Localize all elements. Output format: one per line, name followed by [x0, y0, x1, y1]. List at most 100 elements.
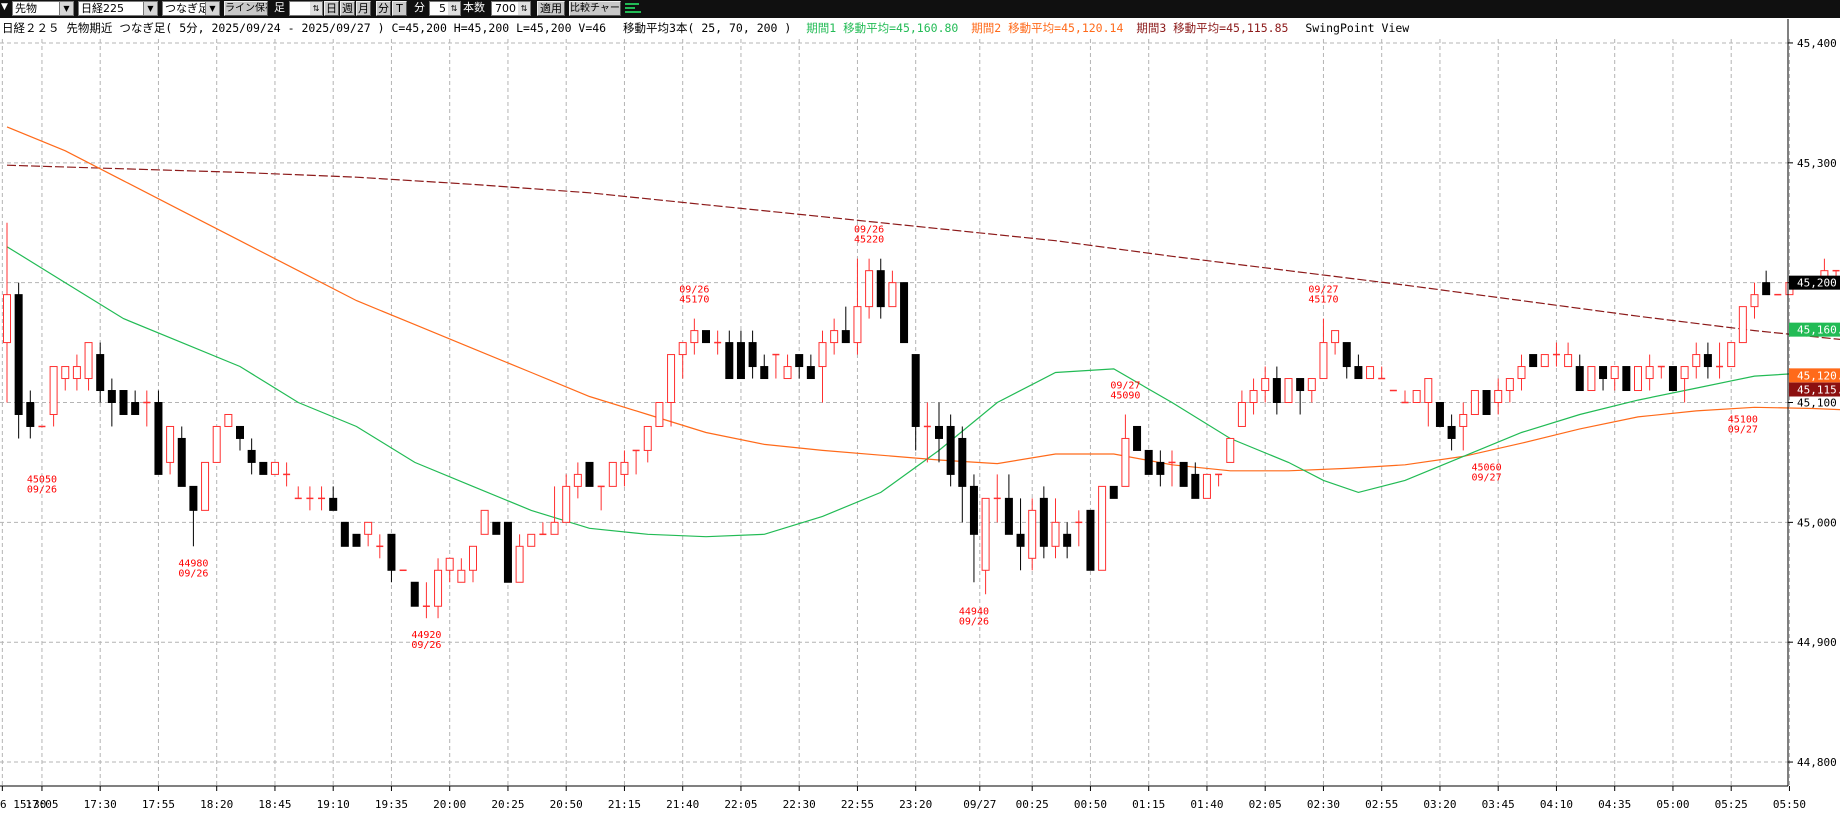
- candle-body-up: [84, 342, 93, 380]
- candle-body-up: [61, 366, 70, 380]
- candle-body-down: [189, 485, 198, 511]
- candle-body-down: [1482, 390, 1491, 415]
- series-select[interactable]: つなぎ足 ▼: [162, 1, 220, 16]
- candles-group: [3, 222, 1840, 619]
- candle-body-down: [1599, 366, 1608, 380]
- candle-body-up: [527, 533, 536, 547]
- candle-body-up: [1202, 473, 1211, 499]
- candle-body-down: [329, 497, 338, 511]
- candle-body-up: [1307, 378, 1316, 392]
- swing-label-line2: 45170: [679, 295, 709, 306]
- candle-body-up: [1098, 485, 1107, 571]
- swing-label-line1: 09/26: [679, 285, 709, 296]
- interval-button-tick[interactable]: T: [392, 1, 407, 16]
- candle-body-down: [702, 330, 710, 344]
- candle-body-down: [1668, 366, 1677, 392]
- minutes-value: 5: [439, 2, 446, 15]
- swing-label-line1: 44940: [959, 606, 989, 617]
- candle-body-up: [643, 425, 652, 451]
- candle-body-up: [166, 425, 175, 463]
- candle-body-up: [1459, 413, 1468, 427]
- info-ma2: 期間2 移動平均=45,120.14: [971, 21, 1123, 35]
- candle-body-down: [736, 342, 745, 380]
- candle-body-down: [410, 581, 419, 607]
- swing-label-line1: 09/27: [1110, 380, 1140, 391]
- ma2-line: [6, 126, 1840, 472]
- swing-label-line2: 09/26: [959, 616, 989, 627]
- candle-body-up: [562, 485, 571, 523]
- swing-label-line1: 09/26: [854, 225, 884, 236]
- stepper-arrows-icon[interactable]: ⇅: [518, 2, 530, 15]
- menu-arrow-icon[interactable]: ▼: [1, 2, 8, 12]
- market-select[interactable]: 先物 ▼: [12, 1, 74, 16]
- candle-body-up: [888, 282, 897, 308]
- swing-label-line1: 45050: [27, 474, 57, 485]
- interval-button-minute[interactable]: 分: [376, 1, 391, 16]
- compare-chart-button[interactable]: 比較チャート: [569, 1, 621, 16]
- y-tick-label: 45,100: [1797, 397, 1837, 410]
- info-view: SwingPoint View: [1305, 21, 1409, 35]
- candle-body-down: [14, 294, 23, 415]
- x-tick-label: 00:50: [1074, 798, 1107, 811]
- candle-body-up: [1564, 354, 1573, 368]
- apply-button[interactable]: 適用: [537, 1, 565, 16]
- candle-body-down: [1016, 533, 1025, 547]
- x-tick-label: 17:05: [25, 798, 58, 811]
- x-tick-label: 21:15: [608, 798, 641, 811]
- stepper-arrows-icon[interactable]: ⇅: [310, 2, 322, 15]
- candle-body-up: [224, 413, 233, 427]
- candle-body-up: [1319, 342, 1328, 380]
- candle-body-down: [1622, 366, 1631, 392]
- candle-body-down: [748, 342, 757, 368]
- x-tick-label: 22:30: [783, 798, 816, 811]
- y-tick-label: 45,400: [1797, 37, 1837, 50]
- candle-body-down: [1575, 366, 1584, 392]
- candle-body-up: [1610, 366, 1619, 380]
- chart-settings-icon[interactable]: [624, 1, 642, 16]
- line-save-button[interactable]: ライン保存: [224, 1, 268, 16]
- stepper-arrows-icon[interactable]: ⇅: [448, 2, 460, 15]
- swing-label-line2: 45220: [854, 235, 884, 246]
- ashi-stepper[interactable]: ⇅: [289, 1, 323, 16]
- interval-button-month[interactable]: 月: [356, 1, 371, 16]
- x-tick-label: 22:05: [724, 798, 757, 811]
- candle-body-down: [1133, 425, 1142, 451]
- y-tick-label: 45,300: [1797, 157, 1837, 170]
- candle-body-up: [608, 461, 617, 487]
- swing-label-line2: 09/26: [27, 484, 57, 495]
- interval-button-day[interactable]: 日: [324, 1, 339, 16]
- series-select-value: つなぎ足: [165, 2, 209, 15]
- x-tick-label: 05:25: [1715, 798, 1748, 811]
- swing-label-line2: 45090: [1110, 390, 1140, 401]
- x-tick-label: 20:50: [550, 798, 583, 811]
- candle-body-up: [1738, 306, 1747, 344]
- bun-label: 分: [414, 1, 425, 14]
- candle-body-up: [1470, 390, 1479, 415]
- candle-body-down: [1179, 461, 1188, 487]
- candle-body-up: [1634, 366, 1642, 392]
- x-tick-label: 17:30: [84, 798, 117, 811]
- interval-button-week[interactable]: 週: [340, 1, 355, 16]
- info-ma1: 期間1 移動平均=45,160.80: [806, 21, 958, 35]
- candle-body-up: [1587, 366, 1596, 392]
- x-tick-label: 03:20: [1423, 798, 1456, 811]
- candle-body-down: [900, 282, 909, 344]
- x-tick-label: 22:55: [841, 798, 874, 811]
- chevron-down-icon: ▼: [143, 2, 157, 15]
- candle-body-up: [1424, 378, 1433, 403]
- minutes-input[interactable]: 5 ⇅: [429, 1, 461, 16]
- x-tick-label: 04:35: [1598, 798, 1631, 811]
- candle-body-up: [1226, 437, 1235, 463]
- count-input[interactable]: 700 ⇅: [491, 1, 531, 16]
- x-tick-label: 19:10: [317, 798, 350, 811]
- candle-body-down: [760, 366, 769, 380]
- candle-body-down: [1354, 366, 1363, 380]
- x-tick-label: 23:20: [899, 798, 932, 811]
- candle-body-down: [1529, 354, 1538, 368]
- candle-body-up: [1645, 366, 1654, 380]
- candle-body-up: [1517, 366, 1526, 380]
- symbol-select[interactable]: 日経225 ▼: [78, 1, 158, 16]
- candle-body-down: [26, 402, 35, 427]
